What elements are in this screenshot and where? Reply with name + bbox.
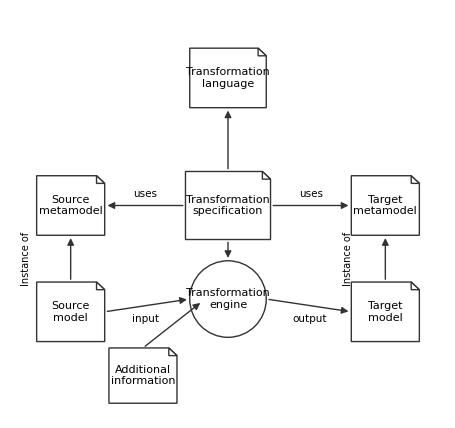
Polygon shape xyxy=(185,172,270,240)
Text: Instance of: Instance of xyxy=(342,232,352,286)
Polygon shape xyxy=(410,176,419,183)
Text: input: input xyxy=(131,314,158,324)
Text: Source
model: Source model xyxy=(51,301,90,323)
Polygon shape xyxy=(410,282,419,290)
Text: Transformation
language: Transformation language xyxy=(186,67,269,89)
Polygon shape xyxy=(96,176,105,183)
Polygon shape xyxy=(36,282,105,342)
Polygon shape xyxy=(168,348,177,356)
Polygon shape xyxy=(96,282,105,290)
Text: Transformation
engine: Transformation engine xyxy=(186,288,269,310)
Polygon shape xyxy=(258,48,266,56)
Polygon shape xyxy=(109,348,177,403)
Text: uses: uses xyxy=(298,189,322,199)
Polygon shape xyxy=(36,176,105,235)
Text: Target
model: Target model xyxy=(367,301,402,323)
Text: Source
metamodel: Source metamodel xyxy=(39,195,102,216)
Text: Instance of: Instance of xyxy=(21,232,31,286)
Circle shape xyxy=(189,261,266,337)
Polygon shape xyxy=(262,172,270,179)
Text: Target
metamodel: Target metamodel xyxy=(353,195,416,216)
Polygon shape xyxy=(189,48,266,108)
Text: output: output xyxy=(292,314,327,324)
Text: Transformation
specification: Transformation specification xyxy=(186,195,269,216)
Text: uses: uses xyxy=(133,189,157,199)
Polygon shape xyxy=(350,176,419,235)
Text: Additional
information: Additional information xyxy=(111,365,175,386)
Polygon shape xyxy=(350,282,419,342)
